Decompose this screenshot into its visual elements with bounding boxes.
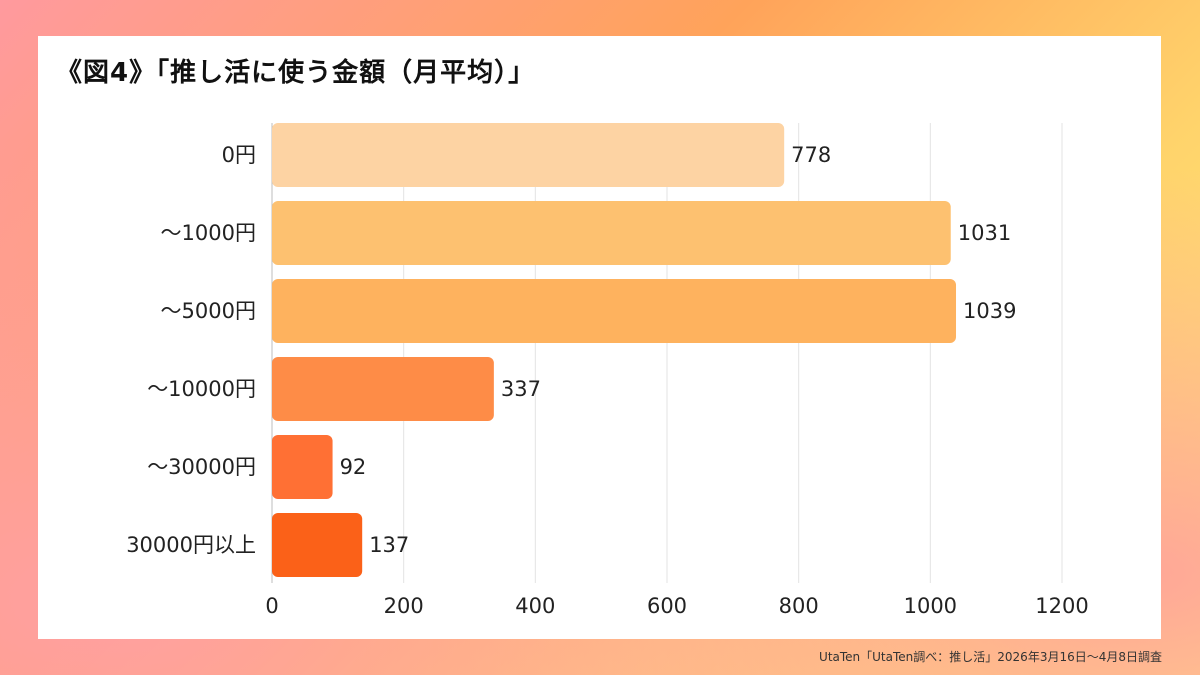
x-tick-label: 1000 — [904, 594, 957, 618]
category-label: ～1000円 — [161, 221, 256, 245]
data-label: 778 — [791, 143, 831, 167]
x-tick-label: 600 — [647, 594, 687, 618]
x-tick-label: 1200 — [1035, 594, 1088, 618]
bar — [272, 279, 957, 343]
x-tick-label: 0 — [265, 594, 278, 618]
data-label: 92 — [340, 455, 367, 479]
x-tick-label: 200 — [384, 594, 424, 618]
data-label: 1039 — [963, 299, 1016, 323]
source-note: UtaTen「UtaTen調べ：推し活」2026年3月16日～4月8日調査 — [819, 650, 1162, 664]
bar — [272, 513, 363, 577]
x-tick-label: 400 — [515, 594, 555, 618]
category-label: ～10000円 — [147, 377, 256, 401]
category-label: 30000円以上 — [126, 533, 256, 557]
data-label: 1031 — [958, 221, 1011, 245]
chart-card: 《図4》「推し活に使う金額（月平均）」 0 200 400 600 800 1000 120… — [38, 36, 1161, 639]
data-label: 137 — [369, 533, 409, 557]
bar — [272, 123, 785, 187]
data-label: 337 — [501, 377, 541, 401]
bar — [272, 435, 333, 499]
category-label: ～30000円 — [147, 455, 256, 479]
category-label: 0円 — [222, 143, 256, 167]
bar-chart: 0 200 400 600 800 1000 1200 0円 778 ～1000円 1031 ～500… — [126, 123, 1089, 618]
x-tick-label: 800 — [779, 594, 819, 618]
bar — [272, 201, 951, 265]
bar — [272, 357, 494, 421]
category-label: ～5000円 — [161, 299, 256, 323]
chart-title: 《図4》「推し活に使う金額（月平均）」 — [56, 58, 536, 88]
